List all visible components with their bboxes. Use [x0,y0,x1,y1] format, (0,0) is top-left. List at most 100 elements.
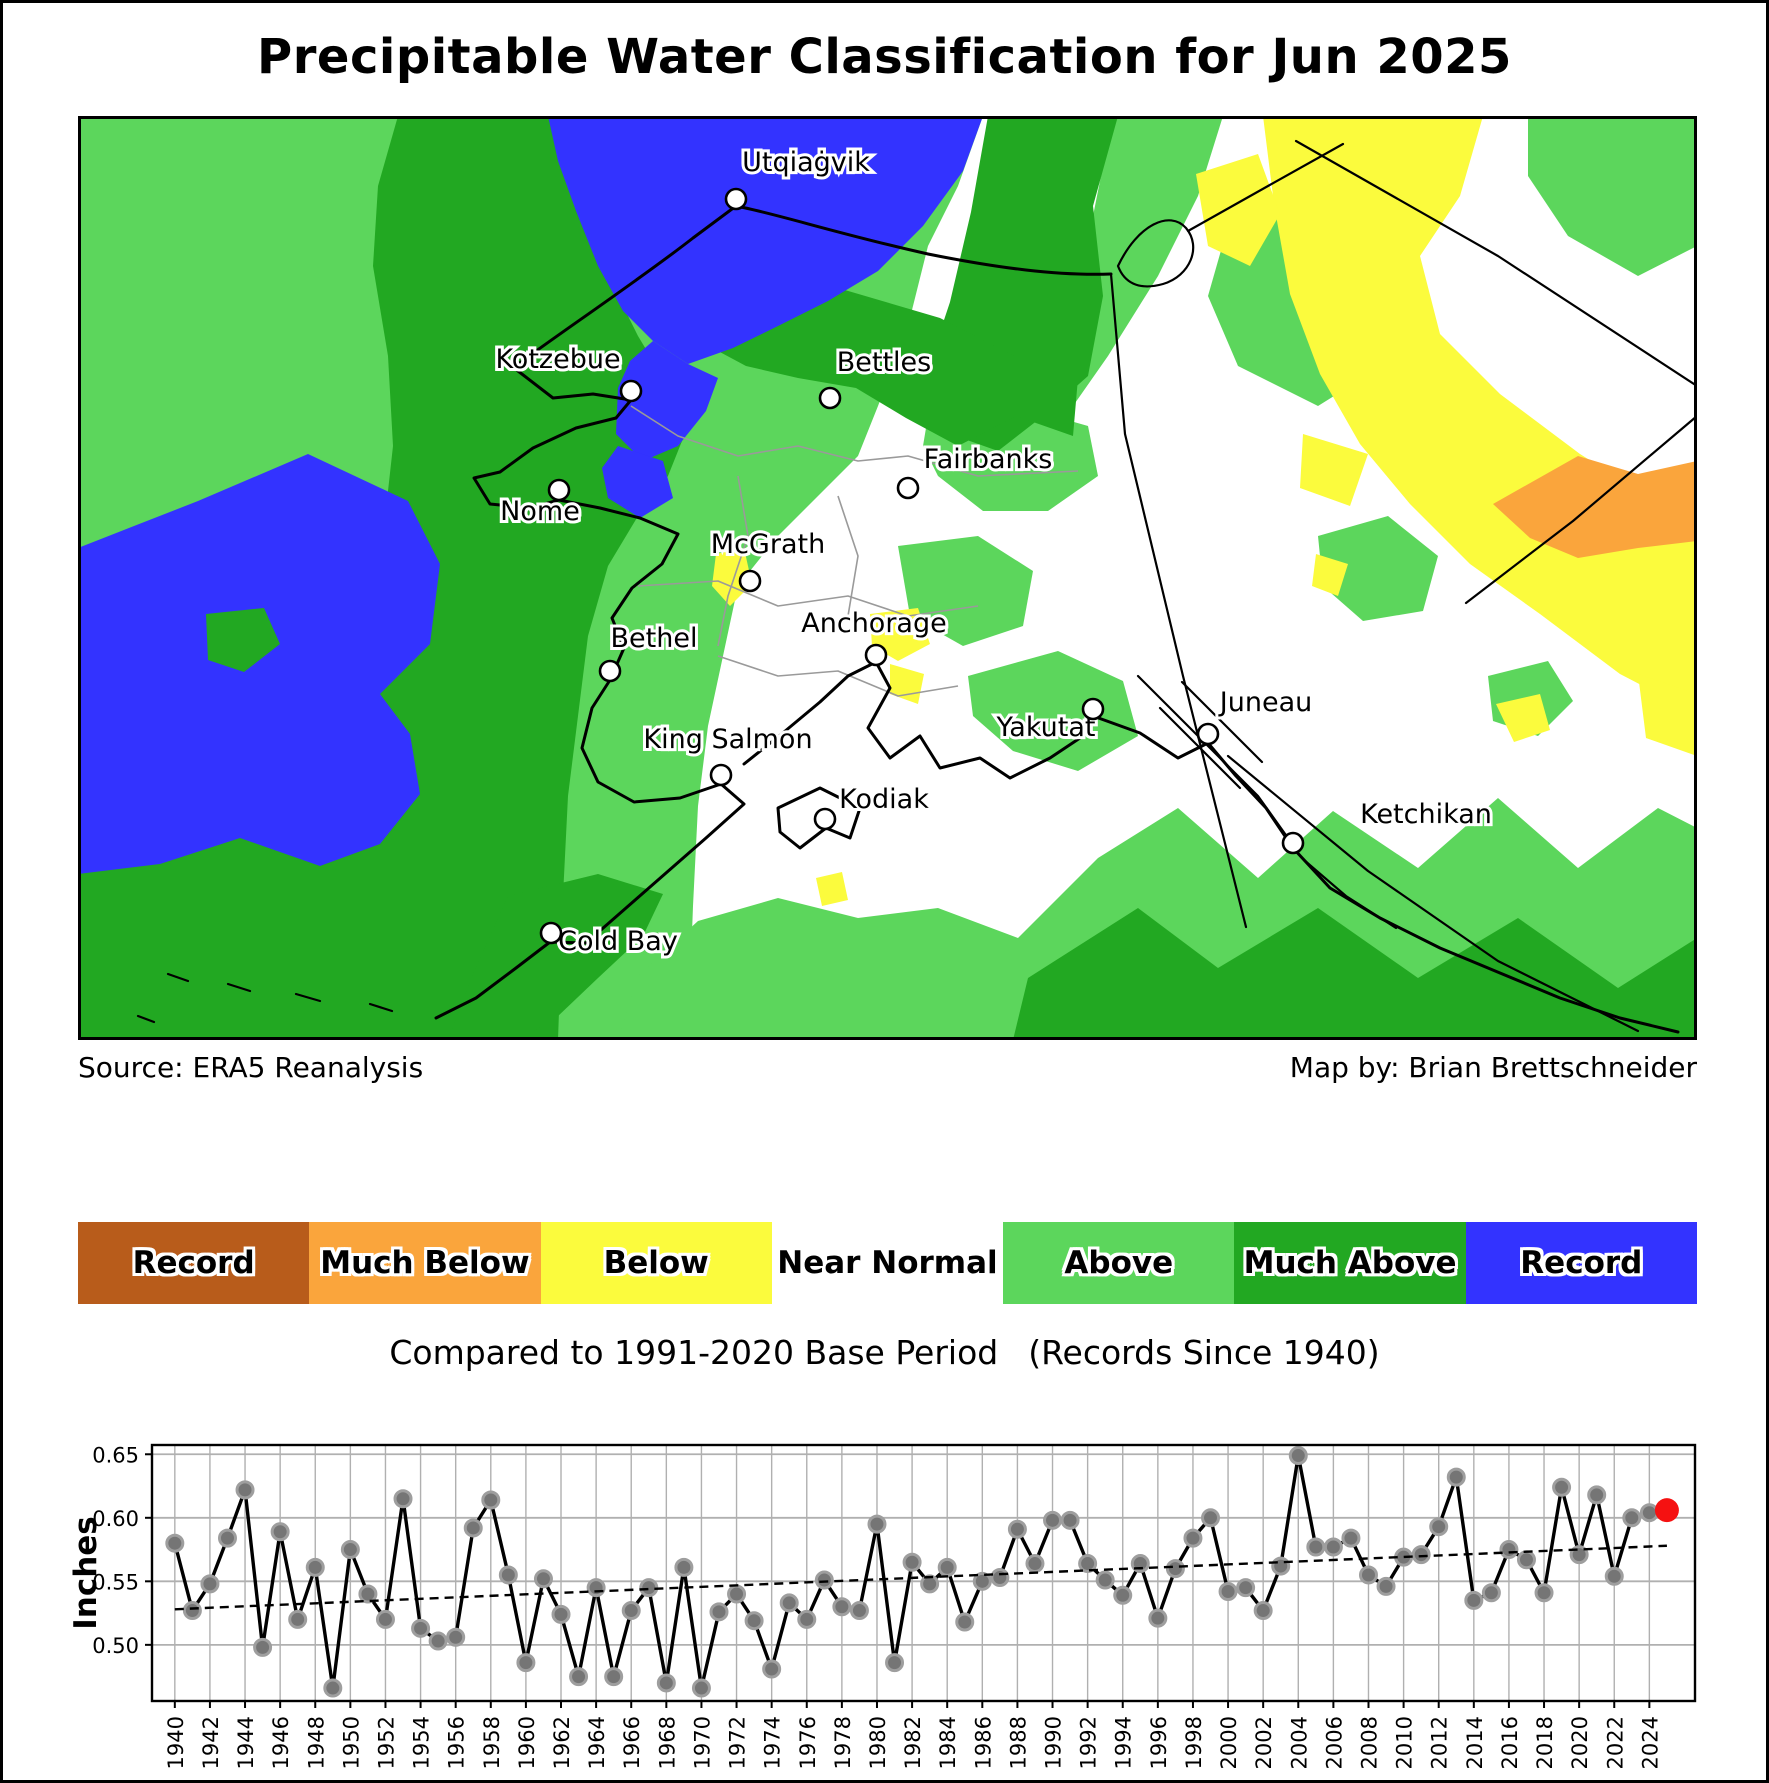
x-tick-2016: 2016 [1498,1716,1522,1769]
beaufort-coast [1186,142,1345,233]
data-point-1960 [516,1653,536,1673]
city-label-cold-bay: Cold Bay [558,926,678,957]
west-coastline [434,369,746,1020]
x-tick-1986: 1986 [971,1716,995,1769]
map-frame [78,116,1697,1040]
city-marker-cold-bay [539,921,563,945]
x-tick-2000: 2000 [1217,1716,1241,1769]
x-tick-1994: 1994 [1112,1716,1136,1769]
map-borough-lines [630,405,1079,697]
data-point-2006 [1323,1537,1343,1557]
city-label-ketchikan: Ketchikan [1360,799,1492,830]
data-point-2011 [1411,1545,1431,1565]
x-tick-1954: 1954 [410,1716,434,1769]
data-point-1993 [1095,1570,1115,1590]
map-region-record-above [78,454,440,874]
map-region-much-above [448,874,663,1040]
map-region-below [1638,674,1697,756]
city-label-fairbanks: Fairbanks [924,444,1053,475]
x-tick-1964: 1964 [585,1716,609,1769]
map-region-below [1496,694,1550,742]
data-point-1945 [253,1637,273,1657]
map-region-below [816,872,848,906]
aleutian-islands [136,972,394,1024]
legend-block-much-below: Much Below [309,1222,541,1304]
legend-label: Much Above [1243,1245,1457,1281]
data-point-1972 [727,1584,747,1604]
x-tick-1952: 1952 [374,1716,398,1769]
panhandle-islands [1136,674,1398,930]
data-point-1948 [305,1557,325,1577]
y-tick-0.50: 0.50 [92,1634,139,1658]
y-tick-0.60: 0.60 [92,1507,139,1531]
map-regions-much-above [78,116,1697,1040]
data-point-1979 [849,1601,869,1621]
city-marker-juneau [1196,722,1220,746]
x-tick-1942: 1942 [199,1716,223,1769]
data-point-2004 [1288,1446,1308,1466]
legend-label: Above [1064,1245,1174,1281]
x-tick-1962: 1962 [550,1716,574,1769]
data-point-1963 [569,1667,589,1687]
x-tick-1992: 1992 [1077,1716,1101,1769]
data-point-1954 [411,1618,431,1638]
legend-block-below: Below [540,1222,772,1304]
trend-line [174,1544,1667,1611]
legend-block-above: Above [1003,1222,1235,1304]
data-point-1990 [1043,1510,1063,1530]
city-label-yakutat: Yakutat [996,712,1096,743]
map-region-below [870,608,930,661]
map-region-above [1073,116,1223,406]
data-point-1984 [937,1557,957,1577]
data-point-1992 [1078,1554,1098,1574]
city-label-bettles: Bettles [837,347,932,378]
map-region-below [1196,154,1280,266]
map-region-below [1312,554,1348,596]
x-tick-2020: 2020 [1568,1716,1592,1769]
data-point-1998 [1183,1528,1203,1548]
data-point-1980 [867,1514,887,1534]
x-tick-1990: 1990 [1042,1716,1066,1769]
data-point-1958 [481,1490,501,1510]
city-marker-utqia-vik [724,187,748,211]
data-point-2022 [1604,1566,1624,1586]
data-point-1985 [955,1612,975,1632]
city-label-nome: Nome [500,496,580,527]
x-tick-2012: 2012 [1428,1716,1452,1769]
map-region-much-above [698,288,1078,446]
map-region-record-above [548,116,983,364]
legend-label: Near Normal [777,1245,998,1281]
x-tick-1950: 1950 [339,1716,363,1769]
data-point-1970 [691,1678,711,1698]
data-point-1999 [1201,1508,1221,1528]
x-tick-1956: 1956 [445,1716,469,1769]
data-point-2019 [1552,1477,1572,1497]
x-tick-2008: 2008 [1357,1716,1381,1769]
x-tick-1970: 1970 [690,1716,714,1769]
map-cities: Utqiaġvik Kotzebue Bettles Nome Fairbanks McG… [492,144,1494,960]
x-tick-2022: 2022 [1603,1716,1627,1769]
data-point-2013 [1446,1467,1466,1487]
data-point-1965 [604,1667,624,1687]
data-point-2003 [1271,1556,1291,1576]
data-point-1946 [270,1522,290,1542]
city-marker-yakutat [1081,697,1105,721]
data-point-1977 [814,1570,834,1590]
city-label-utqia-vik: Utqiaġvik [742,147,870,178]
legend-block-record: Record [78,1222,310,1304]
x-tick-1972: 1972 [726,1716,750,1769]
data-point-1951 [358,1584,378,1604]
city-label-bethel: Bethel [611,623,698,654]
y-tick-0.55: 0.55 [92,1570,139,1594]
x-tick-1940: 1940 [164,1716,188,1769]
map-regions-below [712,116,1697,906]
x-tick-2004: 2004 [1287,1716,1311,1769]
arctic-inlet [1116,219,1195,288]
x-tick-1984: 1984 [936,1716,960,1769]
x-tick-1966: 1966 [620,1716,644,1769]
city-marker-bettles [818,386,842,410]
data-point-2018 [1534,1583,1554,1603]
x-tick-1960: 1960 [515,1716,539,1769]
chart-gridlines [152,1445,1695,1701]
data-point-1964 [586,1578,606,1598]
